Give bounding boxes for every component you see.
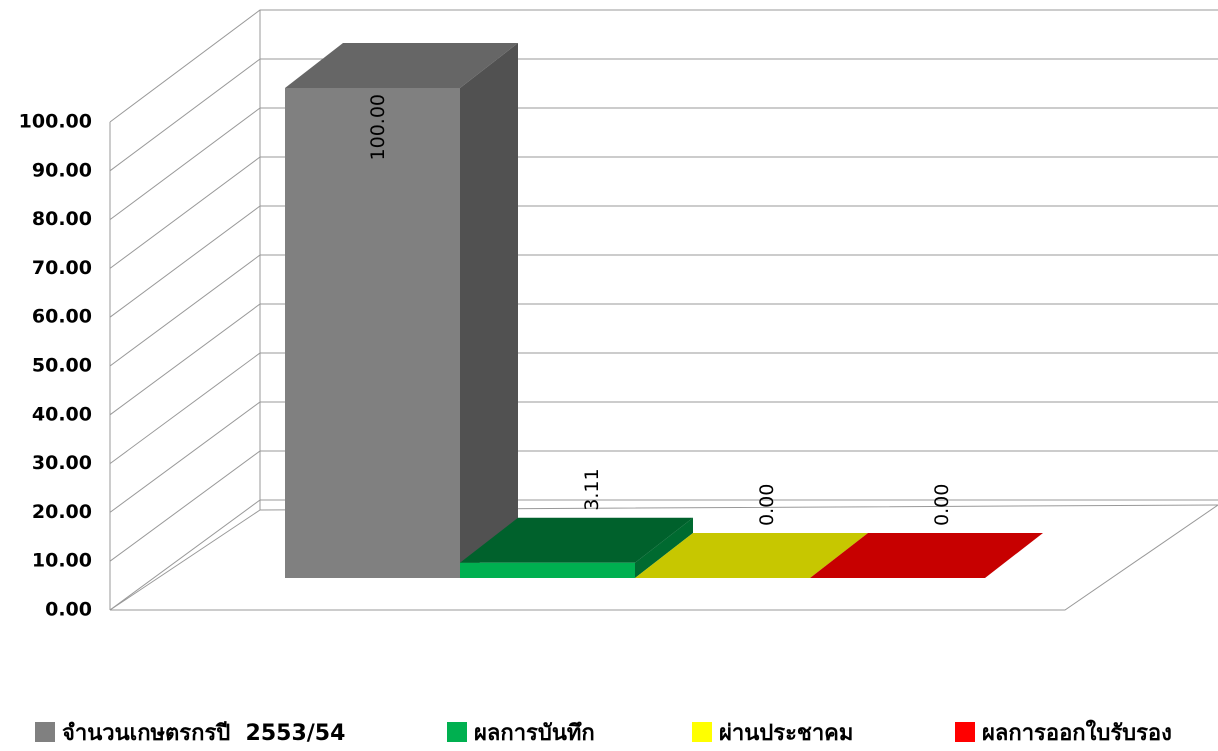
legend-label: จำนวนเกษตรกรปี 2553/54 [62,721,345,746]
grid-line [109,58,1218,172]
bar [460,562,635,578]
y-tick-label: 10.00 [32,550,92,572]
value-label: 0.00 [931,484,953,526]
bar-top [635,533,868,578]
value-label: 0.00 [756,484,778,526]
y-tick-label: 0.00 [45,599,92,621]
bar-side [460,43,518,578]
bar [285,88,460,578]
legend-swatch [692,722,712,742]
grid-line [109,107,1218,221]
y-tick-label: 30.00 [32,452,92,474]
grid-line [109,205,1218,318]
bar-top [460,517,693,563]
legend-label: ผลการบันทึก [474,721,595,746]
value-label: 3.11 [581,468,603,510]
y-tick-label: 100.00 [19,111,92,133]
grid-line [109,9,1218,123]
legend-swatch [35,722,55,742]
grid-line [109,254,1218,367]
legend-label: ผลการออกใบรับรอง [982,719,1172,746]
y-tick-label: 40.00 [32,403,92,425]
bar-top [285,43,518,88]
y-tick-label: 70.00 [32,257,92,279]
legend-label: ผ่านประชาคม [719,721,853,746]
legend-swatch [447,722,467,742]
floor-front [110,504,1218,611]
grid-line [109,352,1218,465]
bar-top [810,533,1043,578]
y-tick-label: 80.00 [32,208,92,230]
value-label: 100.00 [367,94,389,160]
bar-side [635,517,693,578]
y-tick-label: 20.00 [32,501,92,523]
y-tick-label: 50.00 [32,355,92,377]
legend-swatch [955,722,975,742]
grid-line [109,401,1218,513]
y-tick-label: 60.00 [32,306,92,328]
y-tick-label: 90.00 [32,159,92,181]
grid-line [109,303,1218,416]
grid-line [109,156,1218,269]
